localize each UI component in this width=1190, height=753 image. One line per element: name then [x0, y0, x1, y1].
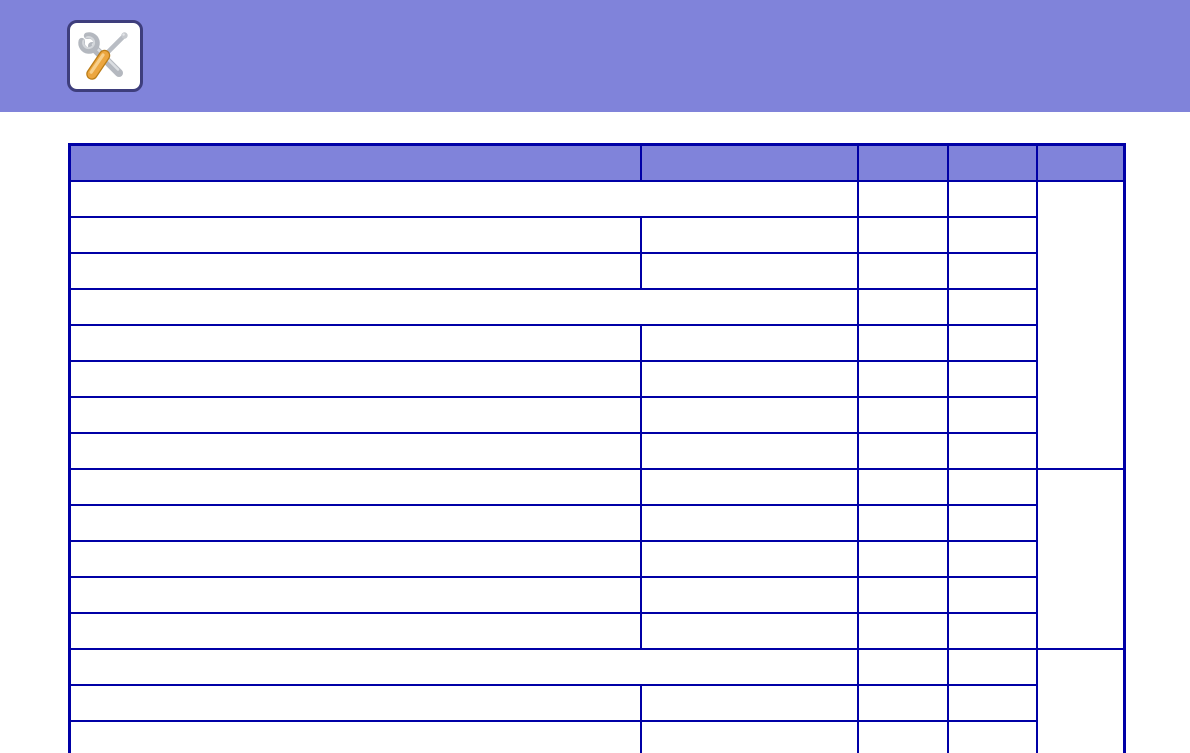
table-header-cell [1035, 143, 1126, 182]
page-ref-cell [1035, 647, 1126, 753]
table-cell [68, 287, 859, 326]
table-cell [856, 719, 949, 753]
table-cell [856, 683, 949, 722]
table-cell [639, 251, 859, 290]
screwdriver-icon-part [86, 32, 128, 80]
table-header-cell [946, 143, 1038, 182]
table-cell [639, 359, 859, 398]
table-cell [639, 719, 859, 753]
table-cell [68, 575, 642, 614]
table-cell [946, 611, 1038, 650]
table-cell [856, 503, 949, 542]
table-cell [946, 215, 1038, 254]
table-cell [946, 431, 1038, 470]
table-cell [68, 719, 642, 753]
table-row [68, 647, 1126, 753]
table-cell [946, 575, 1038, 614]
table-cell [946, 179, 1038, 218]
table-cell [856, 395, 949, 434]
table-cell [946, 251, 1038, 290]
table-cell [639, 683, 859, 722]
table-row [68, 287, 1125, 326]
table-row [68, 683, 1125, 722]
settings-table [68, 143, 1126, 753]
table-header-cell [639, 143, 859, 182]
table-row [68, 575, 1125, 614]
wrench-screwdriver-icon [78, 32, 128, 80]
table-cell [639, 323, 859, 362]
table-cell [639, 539, 859, 578]
table-cell [946, 287, 1038, 326]
table-cell [946, 467, 1038, 506]
table-cell [68, 467, 642, 506]
table-cell [856, 467, 949, 506]
table-header-cell [856, 143, 949, 182]
table-row [68, 395, 1125, 434]
table-row [68, 359, 1125, 398]
table-cell [639, 575, 859, 614]
table-cell [639, 611, 859, 650]
page-ref-cell [1035, 179, 1126, 470]
table-cell [639, 431, 859, 470]
table-cell [68, 215, 642, 254]
table-header-cell [68, 143, 642, 182]
table-cell [946, 395, 1038, 434]
table-cell [856, 179, 949, 218]
table-cell [946, 323, 1038, 362]
table-cell [68, 323, 642, 362]
table-cell [639, 467, 859, 506]
table-row [68, 539, 1125, 578]
table-cell [68, 251, 642, 290]
table-cell [639, 503, 859, 542]
table-cell [68, 539, 642, 578]
table-cell [639, 395, 859, 434]
table-cell [68, 179, 859, 218]
table-cell [856, 611, 949, 650]
table-cell [68, 647, 859, 686]
table-cell [946, 539, 1038, 578]
table-row [68, 503, 1125, 542]
table-row [68, 611, 1125, 650]
table-cell [639, 215, 859, 254]
table-cell [946, 647, 1038, 686]
table-cell [946, 503, 1038, 542]
table-cell [68, 431, 642, 470]
table-cell [856, 359, 949, 398]
table-cell [856, 215, 949, 254]
table-cell [946, 359, 1038, 398]
table-cell [856, 647, 949, 686]
table-row [68, 215, 1125, 254]
table-row [68, 251, 1125, 290]
table-row [68, 431, 1125, 470]
table-cell [856, 287, 949, 326]
table-cell [68, 611, 642, 650]
table-row [68, 467, 1126, 650]
table-cell [946, 683, 1038, 722]
tools-icon-badge [67, 20, 143, 92]
table-cell [856, 251, 949, 290]
table-row [68, 323, 1125, 362]
table-cell [68, 683, 642, 722]
table-row [68, 179, 1126, 470]
table-row [68, 719, 1125, 753]
table-cell [856, 539, 949, 578]
table-cell [68, 359, 642, 398]
table-cell [68, 395, 642, 434]
table-cell [856, 431, 949, 470]
page-ref-cell [1035, 467, 1126, 650]
table-cell [856, 575, 949, 614]
table-cell [68, 503, 642, 542]
page-banner [0, 0, 1190, 112]
table-cell [946, 719, 1038, 753]
table-header-row [68, 143, 1126, 182]
table-cell [856, 323, 949, 362]
